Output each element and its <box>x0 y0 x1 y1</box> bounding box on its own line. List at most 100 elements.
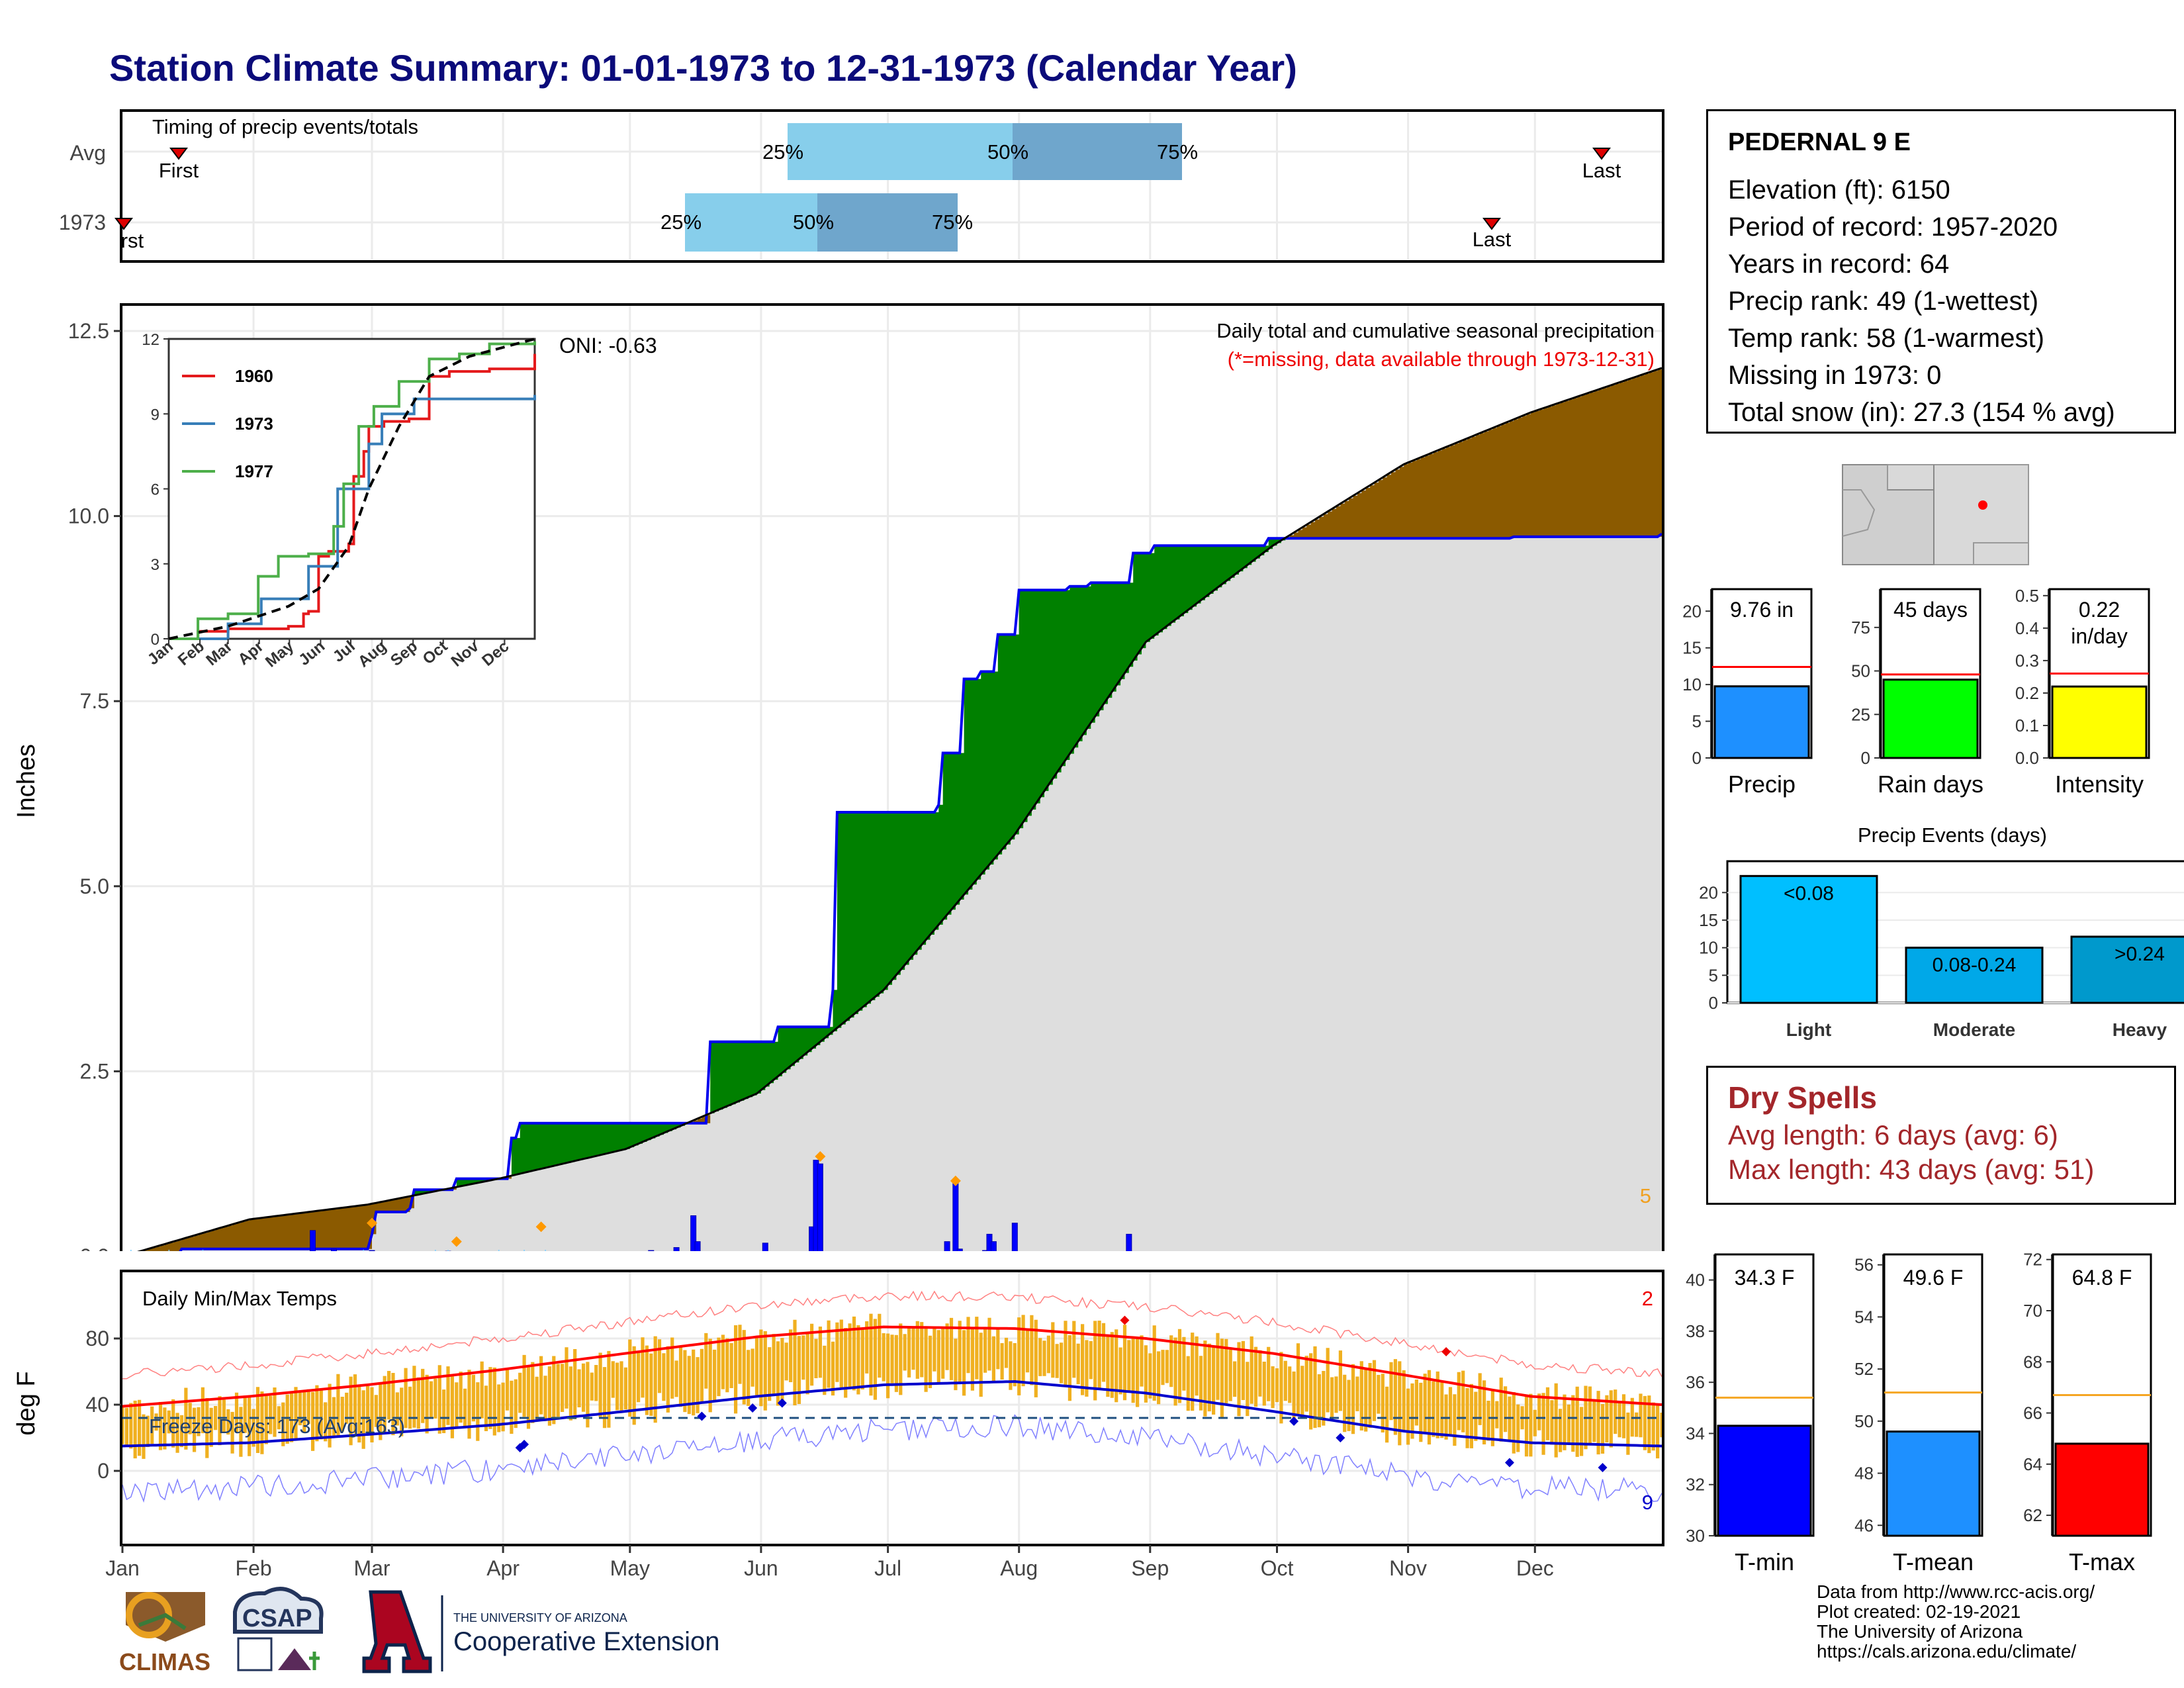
station-missing: Missing in 1973: 0 <box>1728 361 1942 390</box>
timing-frame <box>120 109 1664 263</box>
mini-bar-tick-label: 20 <box>1682 601 1702 621</box>
timing-1973-q1 <box>685 193 817 252</box>
event-bar-value-label: >0.24 <box>2115 943 2165 965</box>
mini-bar-category-label: Precip <box>1728 771 1796 798</box>
csap-logo: CSAP <box>233 1587 324 1671</box>
inset-xtick-label: Mar <box>203 637 236 669</box>
dry-spells-title: Dry Spells <box>1728 1080 1877 1115</box>
temp-frame <box>120 1270 1664 1546</box>
credit-line: Data from http://www.rcc-acis.org/ <box>1817 1581 2095 1602</box>
inset-xtick-label: Dec <box>478 637 512 670</box>
daily-precip-bar <box>952 1182 959 1251</box>
temp-bar-tick-label: 72 <box>2023 1250 2042 1270</box>
timing-avg-q2 <box>1013 123 1182 180</box>
precip-panel: * * * * * * * * * 0.0 2.5 5.0 7.5 10.0 12.5 Inches Da… <box>13 303 1664 1251</box>
precip-corner-count: 5 <box>1640 1184 1651 1207</box>
inset-ytick-label: 12 <box>142 331 159 349</box>
climas-logo: CLIMAS <box>119 1592 210 1675</box>
temp-bar-tick-label: 56 <box>1854 1255 1874 1275</box>
events-title: Precip Events (days) <box>1858 823 2047 847</box>
record-low-marker <box>777 1398 787 1408</box>
mini-bar-tick-label: 15 <box>1682 638 1702 658</box>
timing-avg-50: 50% <box>987 140 1028 164</box>
temp-bar-category-label: T-mean <box>1893 1548 1974 1575</box>
event-bar-heavy <box>2070 935 2184 1004</box>
timing-avg-first: First <box>159 159 199 182</box>
precip-ytick-label: 2.5 <box>80 1059 109 1083</box>
temp-bar-tick-label: 50 <box>1854 1411 1874 1431</box>
record-low-marker <box>1289 1417 1299 1426</box>
month-label: Dec <box>1516 1556 1554 1580</box>
snow-marker: * <box>496 1246 502 1251</box>
timing-avg-25: 25% <box>762 140 803 164</box>
temp-bar-category-label: T-max <box>2069 1548 2135 1575</box>
inset-xtick-label: Oct <box>420 637 451 668</box>
dry-spells-max: Max length: 43 days (avg: 51) <box>1728 1154 2095 1185</box>
events-tick-label: 0 <box>1709 993 1718 1013</box>
events-tick-label: 20 <box>1699 882 1718 902</box>
event-category-label: Light <box>1786 1019 1831 1040</box>
event-bar-value-label: 0.08-0.24 <box>1933 955 2017 976</box>
temp-ylabel: deg F <box>13 1371 40 1435</box>
timing-panel: Timing of precip events/totals Avg 1973 … <box>59 109 1664 263</box>
mini-bar-tick-label: 10 <box>1682 675 1702 694</box>
station-location-dot <box>1978 500 1987 510</box>
temp-bar-tick-label: 34 <box>1686 1423 1705 1443</box>
coop-text: Cooperative Extension <box>453 1627 719 1656</box>
temp-bar-tick-label: 66 <box>2023 1403 2042 1423</box>
temp-bar-value-label: 64.8 F <box>2072 1266 2132 1289</box>
timing-1973-25: 25% <box>660 211 702 234</box>
precip-ytick-label: 10.0 <box>68 504 109 528</box>
record-max-line <box>122 1290 1662 1380</box>
temp-bar-tick-label: 46 <box>1854 1515 1874 1535</box>
temp-bar-tick-label: 62 <box>2023 1505 2042 1525</box>
temp-bar-tick-label: 30 <box>1686 1526 1705 1546</box>
daily-precip-bar <box>331 1248 338 1251</box>
record-low-marker <box>1336 1433 1345 1442</box>
mini-bar-value-rain-days <box>1882 679 1979 759</box>
inset-average-line <box>168 338 535 640</box>
daily-precip-bar <box>762 1243 768 1251</box>
month-label: Mar <box>353 1556 390 1580</box>
temp-bar-tick-label: 48 <box>1854 1464 1874 1483</box>
station-years: Years in record: 64 <box>1728 250 1950 279</box>
temp-ytick-label: 40 <box>85 1393 109 1417</box>
mini-bar-tick-label: 0.1 <box>2015 716 2039 735</box>
precip-ytick-label: 5.0 <box>80 874 109 898</box>
mini-bar-value-intensity <box>2051 685 2148 759</box>
dry-spells-avg: Avg length: 6 days (avg: 6) <box>1728 1119 2058 1150</box>
temp-bar-value-t-mean <box>1886 1430 1981 1537</box>
inset-ytick-label: 9 <box>151 406 159 424</box>
mini-bar-tick-label: 0.0 <box>2015 748 2039 768</box>
month-label: Sep <box>1131 1556 1169 1580</box>
record-marker <box>367 1217 378 1229</box>
daily-precip-bar <box>1126 1233 1132 1251</box>
month-label: Oct <box>1261 1556 1294 1580</box>
daily-precip-bar <box>648 1250 655 1251</box>
mini-bar-value-label: 0.22 <box>2079 598 2120 622</box>
events-tick-label: 15 <box>1699 910 1718 930</box>
event-category-label: Heavy <box>2113 1019 2167 1040</box>
temp-bar-value-t-max <box>2054 1442 2150 1537</box>
cumulative-1973-line <box>179 532 1663 1251</box>
inset-line-1960 <box>169 353 536 640</box>
month-label: Aug <box>1000 1556 1038 1580</box>
dry-spells-box: Dry Spells Avg length: 6 days (avg: 6) M… <box>1706 1066 2176 1205</box>
inset-xtick-label: Jul <box>330 637 359 666</box>
csap-text: CSAP <box>242 1605 312 1632</box>
snow-marker: * <box>360 1246 367 1251</box>
temp-bar-tick-label: 40 <box>1686 1270 1705 1290</box>
temp-bar-value-label: 34.3 F <box>1735 1266 1795 1289</box>
mini-bar-tick-label: 5 <box>1692 712 1702 731</box>
inset-legend-label: 1960 <box>235 366 273 386</box>
daily-precip-bar <box>817 1163 823 1251</box>
mini-bar-value-label: in/day <box>2071 624 2127 648</box>
timing-avg-75: 75% <box>1157 140 1198 164</box>
timing-avg-q1 <box>788 123 1013 180</box>
inset-line-1977 <box>169 341 536 640</box>
temp-corner-min: 9 <box>1642 1491 1653 1514</box>
freeze-days-label: Freeze Days: 173 (Avg:163) <box>149 1415 405 1438</box>
event-bar-value-label: <0.08 <box>1784 882 1834 904</box>
timing-avg-last: Last <box>1582 159 1621 182</box>
mini-bar-value-label: 9.76 in <box>1730 598 1794 622</box>
